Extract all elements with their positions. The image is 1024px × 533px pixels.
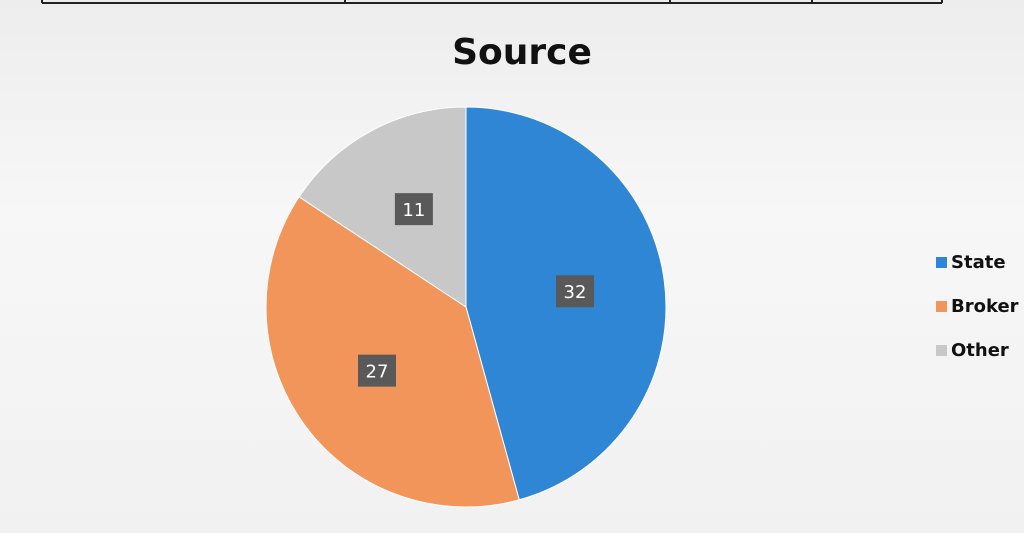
pie-slice-other — [298, 106, 467, 308]
data-label-box — [556, 275, 595, 308]
pie-chart: Source 32 27 11 State Broker Other — [265, 32, 1019, 508]
legend-label: Other — [951, 340, 1009, 361]
legend-item-broker: Broker — [936, 296, 1019, 317]
table-border-fragment — [41, 0, 943, 4]
data-label-other: 11 — [394, 193, 433, 226]
data-label-box — [394, 193, 433, 226]
legend-item-state: State — [936, 252, 1006, 273]
pie-slices — [265, 106, 667, 508]
data-label-value: 27 — [366, 362, 389, 383]
pie-slice-broker — [265, 196, 520, 508]
data-labels: 32 27 11 — [358, 193, 595, 387]
data-label-broker: 27 — [358, 354, 397, 387]
legend-swatch — [936, 257, 947, 268]
legend-label: Broker — [951, 296, 1019, 317]
legend-label: State — [951, 252, 1006, 273]
legend-swatch — [936, 345, 947, 356]
chart-title: Source — [452, 32, 592, 73]
legend-item-other: Other — [936, 340, 1009, 361]
data-label-box — [358, 354, 397, 387]
data-label-state: 32 — [556, 275, 595, 308]
data-label-value: 11 — [402, 200, 425, 221]
legend-swatch — [936, 301, 947, 312]
data-label-value: 32 — [564, 282, 587, 303]
legend: State Broker Other — [936, 252, 1019, 361]
